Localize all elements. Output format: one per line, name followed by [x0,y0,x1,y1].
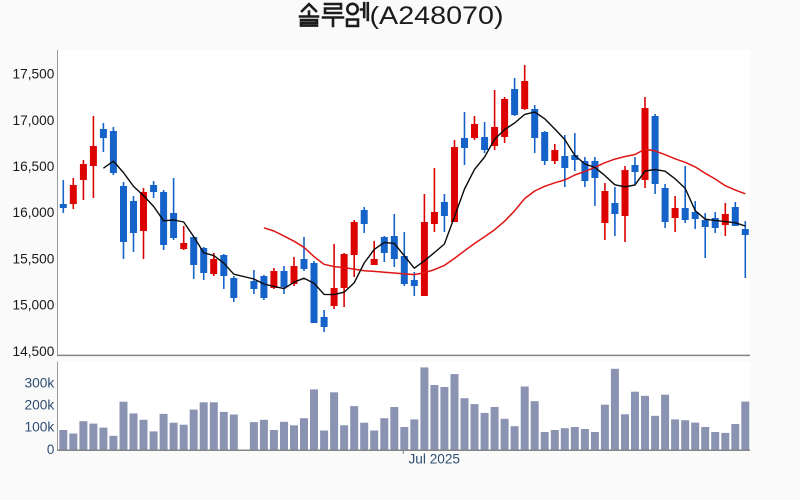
svg-text:14,500: 14,500 [13,344,55,359]
svg-text:300k: 300k [25,375,55,390]
svg-text:17,500: 17,500 [13,67,55,82]
svg-text:15,000: 15,000 [13,298,55,313]
svg-text:200k: 200k [25,398,55,413]
svg-text:(A248070): (A248070) [370,2,504,30]
svg-text:16,500: 16,500 [13,159,55,174]
svg-text:16,000: 16,000 [13,205,55,220]
svg-text:100k: 100k [25,420,55,435]
svg-text:Jul 2025: Jul 2025 [409,450,461,466]
svg-text:17,000: 17,000 [13,113,55,128]
svg-text:15,500: 15,500 [13,251,55,266]
svg-text:0: 0 [47,442,54,457]
